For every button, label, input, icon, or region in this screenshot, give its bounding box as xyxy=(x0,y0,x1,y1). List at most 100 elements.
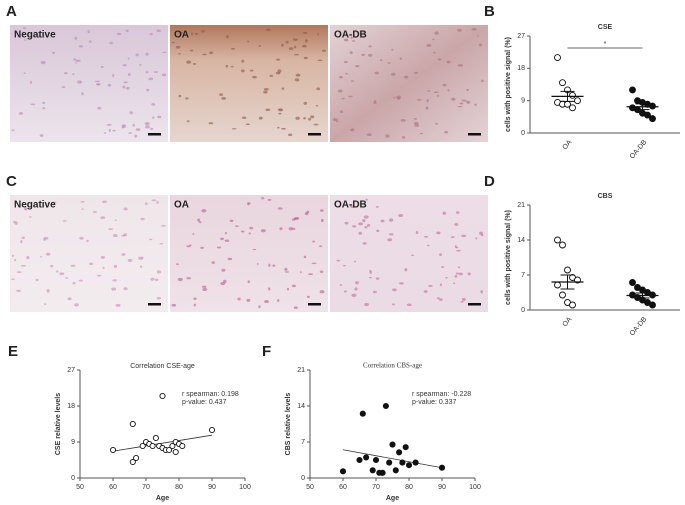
micrograph xyxy=(10,195,168,312)
cell-nucleus xyxy=(246,298,251,302)
cell-nucleus xyxy=(78,279,83,282)
cell-nucleus xyxy=(46,289,50,293)
data-point xyxy=(363,454,370,461)
cell-nucleus xyxy=(258,45,262,47)
cell-nucleus xyxy=(74,303,79,307)
x-axis-label: Age xyxy=(386,495,399,502)
data-point xyxy=(554,236,561,244)
cell-nucleus xyxy=(461,297,466,302)
cell-nucleus xyxy=(391,48,394,51)
cell-nucleus xyxy=(24,207,28,211)
cell-nucleus xyxy=(123,81,128,84)
cell-nucleus xyxy=(162,73,167,77)
cell-nucleus xyxy=(352,225,357,228)
cell-nucleus xyxy=(471,27,477,31)
cell-nucleus xyxy=(294,78,300,82)
cell-nucleus xyxy=(398,214,404,218)
stat-annotation: p-value: 0.337 xyxy=(412,399,456,406)
cell-nucleus xyxy=(216,246,222,249)
data-point xyxy=(569,104,576,112)
data-point xyxy=(559,291,566,299)
cell-nucleus xyxy=(208,122,214,125)
cell-nucleus xyxy=(127,73,131,77)
cell-nucleus xyxy=(436,231,441,235)
cell-nucleus xyxy=(281,127,286,130)
cell-nucleus xyxy=(225,64,229,68)
image-label: Negative xyxy=(14,30,56,41)
cell-nucleus xyxy=(241,69,245,73)
cell-nucleus xyxy=(176,263,179,266)
cell-nucleus xyxy=(258,305,261,309)
data-point xyxy=(564,266,571,274)
cell-nucleus xyxy=(450,236,455,238)
cell-nucleus xyxy=(362,30,365,33)
cell-nucleus xyxy=(134,134,138,138)
data-point xyxy=(402,444,409,451)
cell-nucleus xyxy=(380,219,385,223)
y-axis-label: CBS relative levels xyxy=(285,393,292,456)
cell-nucleus xyxy=(241,59,245,63)
cell-nucleus xyxy=(157,115,162,119)
data-point xyxy=(554,54,561,62)
x-tick-label: 60 xyxy=(109,484,117,491)
x-tick-label: OA-DB xyxy=(629,316,649,338)
x-tick-label: 50 xyxy=(306,484,314,491)
data-point xyxy=(382,402,389,410)
cell-nucleus xyxy=(235,225,239,228)
y-tick-label: 0 xyxy=(521,307,525,314)
cell-nucleus xyxy=(186,277,191,280)
cell-nucleus xyxy=(61,86,66,88)
cell-nucleus xyxy=(478,43,483,47)
cell-nucleus xyxy=(319,290,325,294)
cell-nucleus xyxy=(79,236,84,240)
cell-nucleus xyxy=(362,219,366,223)
cell-nucleus xyxy=(128,132,133,134)
cell-nucleus xyxy=(380,59,383,62)
data-point xyxy=(649,301,656,309)
image-label: Negative xyxy=(14,200,56,211)
cell-nucleus xyxy=(368,45,372,48)
y-tick-label: 14 xyxy=(297,403,305,410)
cell-nucleus xyxy=(301,44,307,48)
cell-nucleus xyxy=(189,244,192,246)
cell-nucleus xyxy=(478,231,484,235)
cell-nucleus xyxy=(285,40,289,44)
image-label: OA-DB xyxy=(334,200,367,211)
cell-nucleus xyxy=(77,80,83,84)
cell-nucleus xyxy=(374,71,379,75)
cell-nucleus xyxy=(73,58,77,61)
cell-nucleus xyxy=(135,128,141,131)
data-point xyxy=(438,464,446,471)
cell-nucleus xyxy=(400,119,406,122)
cell-nucleus xyxy=(457,266,461,269)
cell-nucleus xyxy=(288,47,294,50)
cell-nucleus xyxy=(201,30,205,33)
cell-nucleus xyxy=(88,40,92,43)
cell-nucleus xyxy=(288,227,294,231)
cell-nucleus xyxy=(245,123,250,126)
cell-nucleus xyxy=(419,132,423,135)
error-bar xyxy=(635,292,650,299)
cell-nucleus xyxy=(362,242,367,245)
cell-nucleus xyxy=(106,123,112,126)
cell-nucleus xyxy=(151,103,156,106)
cell-nucleus xyxy=(344,221,349,225)
cell-nucleus xyxy=(144,202,148,205)
cell-nucleus xyxy=(308,117,312,121)
cell-nucleus xyxy=(222,279,227,283)
cell-nucleus xyxy=(376,229,380,233)
x-tick-label: OA-DB xyxy=(629,139,649,161)
cell-nucleus xyxy=(221,97,227,100)
cell-nucleus xyxy=(43,303,47,306)
cell-nucleus xyxy=(391,72,396,76)
cell-nucleus xyxy=(413,117,418,120)
cell-nucleus xyxy=(480,290,483,294)
data-point xyxy=(169,442,176,450)
cell-nucleus xyxy=(111,287,117,291)
cell-nucleus xyxy=(35,278,39,282)
data-point xyxy=(389,441,396,448)
image-label: OA xyxy=(174,30,189,41)
cell-nucleus xyxy=(28,216,32,218)
cell-nucleus xyxy=(315,104,319,107)
cell-nucleus xyxy=(171,41,175,44)
